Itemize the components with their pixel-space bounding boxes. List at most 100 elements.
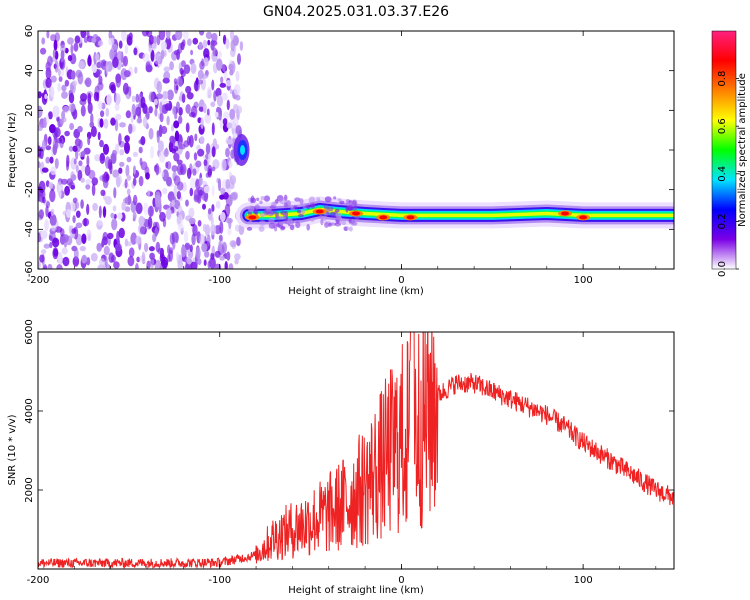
heatmap-noise-cell <box>45 67 52 80</box>
heatmap-noise-cell <box>48 235 53 241</box>
heatmap-noise-cell <box>68 181 75 189</box>
heatmap-noise-cell <box>95 69 102 75</box>
heatmap-noise-cell <box>125 110 132 119</box>
heatmap-noise-cell <box>41 37 46 45</box>
heatmap-noise-cell <box>138 215 145 226</box>
track-speckle <box>280 226 286 230</box>
heatmap-noise-cell <box>106 93 112 106</box>
heatmap-noise-cell <box>173 81 179 94</box>
heatmap-noise-cell <box>182 39 186 47</box>
heatmap-noise-cell <box>103 245 110 256</box>
heatmap-noise-cell <box>211 204 215 212</box>
heatmap-noise-cell <box>68 225 72 234</box>
track-speckle <box>299 198 304 205</box>
heatmap-noise-cell <box>162 90 169 100</box>
heatmap-noise-cell <box>126 188 131 196</box>
heatmap-noise-cell <box>156 80 162 94</box>
track-speckle <box>265 210 272 215</box>
heatmap-noise-cell <box>226 139 234 145</box>
heatmap-noise-cell <box>217 50 222 59</box>
heatmap-noise-cell <box>173 146 179 152</box>
track-speckle <box>306 223 311 231</box>
heatmap-noise-cell <box>92 202 98 212</box>
heatmap-noise-cell <box>130 232 137 245</box>
heatmap-noise-cell <box>121 31 127 42</box>
heatmap-noise-cell <box>90 113 94 126</box>
heatmap-noise-cell <box>158 140 164 152</box>
heatmap-noise-cell <box>130 111 134 124</box>
heatmap-noise-cell <box>56 264 63 269</box>
heatmap-noise-cell <box>220 76 224 84</box>
heatmap-noise-cell <box>215 144 220 150</box>
heatmap-noise-cell <box>45 77 52 88</box>
heatmap-noise-cell <box>213 90 217 102</box>
x-tick-label: 0 <box>398 275 404 286</box>
heatmap-noise-cell <box>186 135 191 146</box>
heatmap-noise-cell <box>78 61 85 70</box>
track-speckle <box>279 221 283 225</box>
heatmap-noise-cell <box>52 49 56 58</box>
heatmap-noise-cell <box>132 211 137 220</box>
heatmap-noise-cell <box>183 64 191 74</box>
y-tick-label: 4000 <box>24 398 35 423</box>
heatmap-noise-cell <box>41 167 49 173</box>
heatmap-noise-cell <box>198 106 204 112</box>
heatmap-noise-cell <box>163 127 167 134</box>
heatmap-noise-cell <box>86 31 90 39</box>
heatmap-noise-cell <box>59 57 66 70</box>
heatmap-noise-cell <box>80 150 86 157</box>
heatmap-noise-cell <box>188 207 195 218</box>
heatmap-noise-cell <box>197 258 202 266</box>
heatmap-noise-cell <box>72 215 76 224</box>
heatmap-noise-cell <box>177 223 185 232</box>
heatmap-noise-cell <box>211 185 215 197</box>
heatmap-noise-cell <box>154 226 158 237</box>
heatmap-noise-cell <box>118 133 122 146</box>
heatmap-noise-cell <box>228 160 233 168</box>
heatmap-noise-cell <box>49 214 57 227</box>
heatmap-noise-cell <box>186 167 192 180</box>
heatmap-noise-cell <box>40 230 48 240</box>
heatmap-noise-cell <box>141 31 149 37</box>
heatmap-noise-cell <box>72 145 78 152</box>
heatmap-noise-cell <box>223 70 228 81</box>
heatmap-noise-cell <box>192 168 197 176</box>
heatmap-noise-cell <box>201 73 209 79</box>
heatmap-noise-cell <box>166 115 170 126</box>
heatmap-noise-cell <box>227 227 232 236</box>
heatmap-noise-cell <box>202 203 206 210</box>
heatmap-noise-cell <box>181 93 186 103</box>
heatmap-noise-cell <box>80 105 86 117</box>
heatmap-noise-cell <box>204 224 211 237</box>
heatmap-noise-cell <box>66 209 71 218</box>
heatmap-noise-cell <box>225 147 230 158</box>
heatmap-noise-cell <box>101 239 105 248</box>
heatmap-noise-cell <box>230 48 236 58</box>
track-speckle <box>343 226 348 232</box>
colorbar: 0.0 0.2 0.4 0.6 0.8 Normalized spectral ampl… <box>711 30 748 277</box>
chart-title: GN04.2025.031.03.37.E26 <box>263 4 449 20</box>
heatmap-noise-cell <box>91 177 99 186</box>
heatmap-noise-cell <box>199 136 205 145</box>
heatmap-noise-cell <box>104 195 112 205</box>
heatmap-noise-cell <box>183 230 189 243</box>
heatmap-noise-cell <box>49 241 53 249</box>
heatmap-noise-cell <box>210 101 216 108</box>
heatmap-noise-cell <box>229 31 235 41</box>
heatmap-noise-cell <box>218 234 223 242</box>
heatmap-noise-cell <box>126 156 132 163</box>
heatmap-noise-cell <box>44 219 49 232</box>
heatmap-noise-cell <box>49 189 56 203</box>
heatmap-noise-cell <box>159 112 164 123</box>
heatmap-noise-cell <box>216 58 223 71</box>
heatmap-noise-cell <box>100 110 105 118</box>
heatmap-noise-cell <box>45 205 49 218</box>
heatmap-noise-cell <box>145 64 153 73</box>
heatmap-noise-cell <box>86 257 91 266</box>
heatmap-noise-cell <box>72 80 78 87</box>
heatmap-noise-cell <box>50 166 57 176</box>
heatmap-noise-cell <box>38 91 42 99</box>
track-speckle <box>334 208 340 213</box>
heatmap-noise-cell <box>186 256 193 265</box>
